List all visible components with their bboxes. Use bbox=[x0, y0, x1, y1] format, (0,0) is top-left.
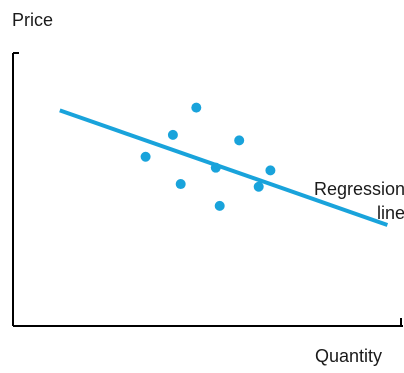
data-point-4 bbox=[210, 162, 221, 173]
data-point-7 bbox=[253, 181, 264, 192]
annotation-regression: Regression bbox=[314, 179, 404, 199]
data-point-8 bbox=[265, 165, 276, 176]
data-points bbox=[140, 102, 276, 211]
annotation-line: line bbox=[377, 203, 404, 223]
data-point-5 bbox=[234, 135, 245, 146]
axes bbox=[12, 52, 403, 327]
regression-line bbox=[59, 108, 389, 227]
data-point-2 bbox=[167, 129, 178, 140]
data-point-9 bbox=[214, 200, 225, 211]
data-point-1 bbox=[140, 151, 151, 162]
data-point-3 bbox=[191, 102, 202, 113]
y-axis-label: Price bbox=[12, 10, 53, 30]
data-point-6 bbox=[175, 179, 186, 190]
x-axis-label: Quantity bbox=[315, 346, 382, 366]
